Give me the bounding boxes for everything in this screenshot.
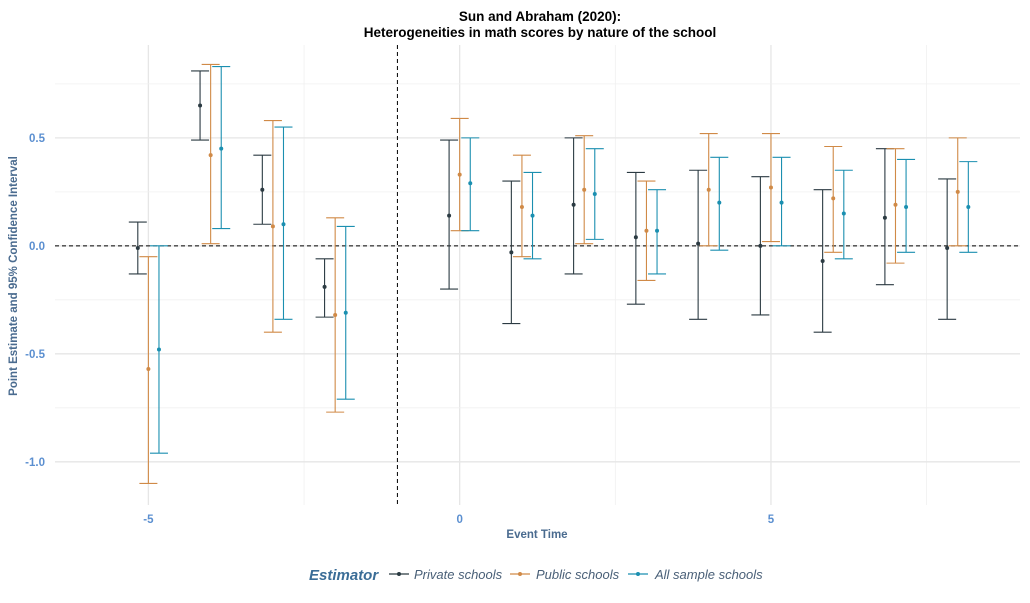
point-estimate xyxy=(571,202,576,207)
point-estimate xyxy=(717,200,722,205)
point-estimate xyxy=(135,246,140,251)
point-estimate xyxy=(955,189,960,194)
legend-item-public: Public schools xyxy=(510,567,620,582)
point-estimate xyxy=(592,192,597,197)
point-estimate xyxy=(893,202,898,207)
y-tick-label: 0.5 xyxy=(29,133,46,145)
legend-item-private: Private schools xyxy=(389,567,503,582)
point-estimate xyxy=(156,347,161,352)
x-tick-label: 5 xyxy=(768,514,775,526)
y-tick-label: -1.0 xyxy=(25,457,45,469)
series-1 xyxy=(128,70,957,333)
point-estimate xyxy=(457,172,462,177)
point-estimate xyxy=(882,215,887,220)
point-estimate xyxy=(841,211,846,216)
point-estimate xyxy=(343,310,348,315)
point-estimate xyxy=(146,366,151,371)
point-estimate xyxy=(779,200,784,205)
point-estimate xyxy=(582,187,587,192)
x-tick-label: -5 xyxy=(143,514,154,526)
legend-key-dot-private xyxy=(397,572,401,576)
point-estimate xyxy=(260,187,265,192)
point-estimate xyxy=(655,228,660,233)
grid-layer xyxy=(55,45,1020,505)
legend-label-public: Public schools xyxy=(536,567,620,582)
point-estimate xyxy=(198,103,203,108)
x-tick-label: 0 xyxy=(456,514,462,526)
point-estimate xyxy=(696,241,701,246)
chart-title-line-1: Sun and Abraham (2020): xyxy=(459,9,621,24)
point-estimate xyxy=(530,213,535,218)
y-axis-title: Point Estimate and 95% Confidence Interv… xyxy=(8,156,20,396)
point-estimate xyxy=(509,250,514,255)
legend-label-private: Private schools xyxy=(414,567,503,582)
legend-label-all: All sample schools xyxy=(654,567,763,582)
x-axis-title: Event Time xyxy=(506,529,567,541)
y-tick-label: -0.5 xyxy=(25,349,45,361)
point-estimate xyxy=(831,196,836,201)
series-2 xyxy=(139,63,967,484)
legend: Estimator Private schools Public schools… xyxy=(309,567,763,584)
point-estimate xyxy=(706,187,711,192)
y-tick-label: 0.0 xyxy=(29,241,45,253)
point-estimate xyxy=(768,185,773,190)
legend-item-all: All sample schools xyxy=(628,567,763,582)
point-estimate xyxy=(633,235,638,240)
point-estimate xyxy=(270,224,275,229)
point-estimate xyxy=(966,204,971,209)
point-estimate xyxy=(945,246,950,251)
point-estimate xyxy=(468,181,473,186)
axis-labels: Sun and Abraham (2020): Heterogeneities … xyxy=(8,9,775,541)
chart-title-line-2: Heterogeneities in math scores by nature… xyxy=(364,25,717,40)
point-estimate xyxy=(644,228,649,233)
legend-key-dot-all xyxy=(636,572,640,576)
point-estimate xyxy=(281,222,286,227)
point-estimate xyxy=(904,204,909,209)
point-estimate xyxy=(820,258,825,263)
point-estimate xyxy=(447,213,452,218)
point-estimate xyxy=(208,153,213,158)
point-estimate xyxy=(322,284,327,289)
series-3 xyxy=(149,66,978,454)
point-estimate xyxy=(219,146,224,151)
legend-title: Estimator xyxy=(309,567,379,584)
legend-key-dot-public xyxy=(518,572,522,576)
point-estimate xyxy=(333,312,338,317)
point-estimate xyxy=(519,204,524,209)
point-estimate xyxy=(758,243,763,248)
data-layer xyxy=(128,63,978,484)
